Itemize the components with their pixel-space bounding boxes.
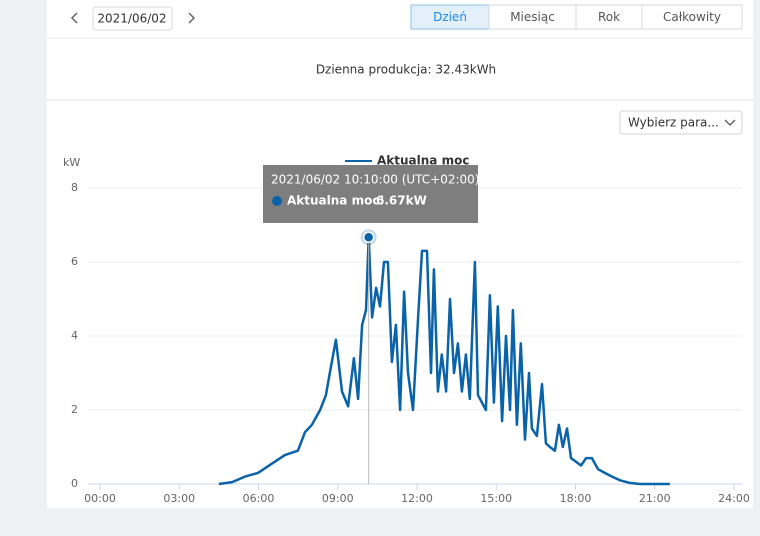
y-axis-label: kW xyxy=(63,156,80,169)
legend-label: Aktualna moc xyxy=(377,154,469,168)
tab-label: Dzień xyxy=(433,10,467,24)
tooltip xyxy=(263,165,478,223)
x-tick-label: 15:00 xyxy=(480,492,512,505)
parameter-select[interactable] xyxy=(619,110,743,135)
series-line xyxy=(218,235,670,486)
tooltip-dot xyxy=(272,196,282,206)
tab-label: Rok xyxy=(598,10,620,24)
x-tick-label: 24:00 xyxy=(718,492,750,505)
tooltip-title: 2021/06/02 10:10:00 (UTC+02:00) xyxy=(271,173,479,187)
tab-label: Miesiąc xyxy=(510,10,555,24)
plot: 0 2 4 6 8 00:00 03:00 06:00 09:00 12:00 15:00 18:00… xyxy=(71,154,750,506)
tab[interactable] xyxy=(488,4,577,30)
tab[interactable] xyxy=(641,4,743,30)
tab-label: Całkowity xyxy=(663,10,721,24)
x-tick-label: 03:00 xyxy=(163,492,195,505)
hover-point xyxy=(362,231,375,243)
tooltip-label: Aktualna moc: xyxy=(287,194,384,208)
next-button[interactable] xyxy=(188,12,196,24)
y-tick-label: 2 xyxy=(71,403,78,416)
y-tick-label: 4 xyxy=(71,329,78,342)
x-tick-label: 06:00 xyxy=(243,492,275,505)
date-box[interactable] xyxy=(92,6,173,31)
x-tick-label: 12:00 xyxy=(401,492,433,505)
x-tick-label: 18:00 xyxy=(560,492,592,505)
tab[interactable] xyxy=(410,4,490,30)
x-tick-label: 21:00 xyxy=(639,492,671,505)
x-tick-label: 09:00 xyxy=(322,492,354,505)
date: 2021/06/02 xyxy=(97,12,166,26)
summary: Dzienna produkcja: 32.43kWh xyxy=(316,63,496,77)
parameter-select-label: Wybierz para... xyxy=(628,116,719,130)
y-tick-label: 0 xyxy=(71,477,78,490)
y-tick-label: 6 xyxy=(71,255,78,268)
x-tick-label: 00:00 xyxy=(84,492,116,505)
y-tick-label: 8 xyxy=(71,181,78,194)
tooltip-value: 6.67kW xyxy=(376,194,427,208)
card xyxy=(47,0,753,508)
prev-button[interactable] xyxy=(70,12,78,24)
dropdown-arrow xyxy=(724,119,736,126)
tabs: Dzień Miesiąc Rok Całkowity xyxy=(410,4,743,30)
